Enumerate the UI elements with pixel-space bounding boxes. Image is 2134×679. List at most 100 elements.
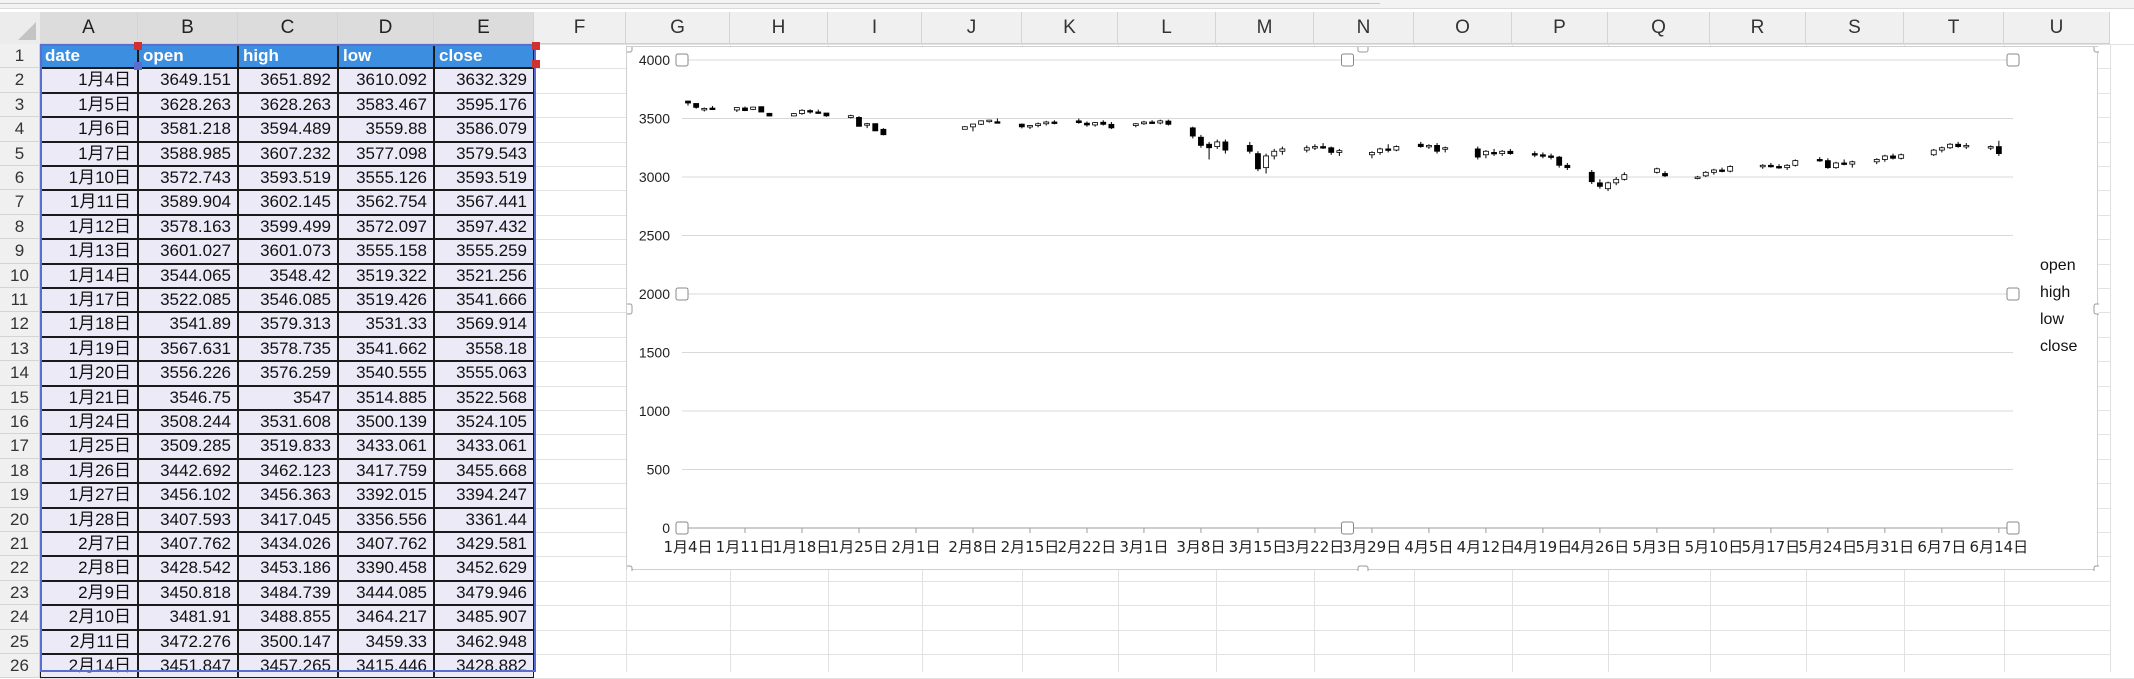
table-cell[interactable]: 3578.735 <box>238 336 338 362</box>
table-cell[interactable]: 3428.542 <box>138 556 238 581</box>
row-header-15[interactable]: 15 <box>0 385 40 410</box>
row-header-21[interactable]: 21 <box>0 532 40 557</box>
column-header-k[interactable]: K <box>1022 12 1118 44</box>
table-cell[interactable]: 3583.467 <box>338 92 434 118</box>
column-header-c[interactable]: C <box>238 12 338 44</box>
row-header-6[interactable]: 6 <box>0 166 40 191</box>
table-cell[interactable]: 3451.847 <box>138 654 238 679</box>
table-cell[interactable]: 2月11日 <box>40 629 138 654</box>
column-header-b[interactable]: B <box>138 12 238 44</box>
row-header-14[interactable]: 14 <box>0 361 40 386</box>
table-cell[interactable]: 3556.226 <box>138 361 238 386</box>
table-cell[interactable]: 3390.458 <box>338 556 434 581</box>
table-cell[interactable]: 1月11日 <box>40 190 138 215</box>
table-cell[interactable]: 3531.33 <box>338 312 434 337</box>
table-cell[interactable]: 1月13日 <box>40 239 138 264</box>
header-cell-open[interactable]: open <box>138 44 238 69</box>
column-header-g[interactable]: G <box>626 12 730 44</box>
table-cell[interactable]: 3407.762 <box>138 532 238 557</box>
table-cell[interactable]: 3579.543 <box>434 141 534 166</box>
table-cell[interactable]: 3356.556 <box>338 507 434 532</box>
table-cell[interactable]: 3459.33 <box>338 629 434 654</box>
row-header-18[interactable]: 18 <box>0 458 40 484</box>
table-cell[interactable]: 3462.123 <box>238 458 338 484</box>
table-cell[interactable]: 1月5日 <box>40 92 138 118</box>
table-cell[interactable]: 1月24日 <box>40 410 138 435</box>
table-cell[interactable]: 3429.581 <box>434 532 534 557</box>
table-cell[interactable]: 1月28日 <box>40 507 138 532</box>
table-cell[interactable]: 3485.907 <box>434 605 534 630</box>
column-header-q[interactable]: Q <box>1608 12 1710 44</box>
table-cell[interactable]: 3610.092 <box>338 68 434 93</box>
table-cell[interactable]: 3455.668 <box>434 458 534 484</box>
table-cell[interactable]: 3586.079 <box>434 117 534 142</box>
table-cell[interactable]: 3522.085 <box>138 288 238 313</box>
table-cell[interactable]: 3519.322 <box>338 263 434 288</box>
table-cell[interactable]: 3546.75 <box>138 385 238 410</box>
header-cell-date[interactable]: date <box>40 44 138 69</box>
candlestick-chart[interactable]: 4000 3500 3000 2500 2000 1500 1000 500 0 1月4日 1月11… <box>626 46 2099 571</box>
range-handle-top-right[interactable] <box>532 42 540 50</box>
table-cell[interactable]: 3434.026 <box>238 532 338 557</box>
table-cell[interactable]: 3450.818 <box>138 580 238 606</box>
table-cell[interactable]: 1月17日 <box>40 288 138 313</box>
table-cell[interactable]: 3361.44 <box>434 507 534 532</box>
table-cell[interactable]: 1月18日 <box>40 312 138 337</box>
table-cell[interactable]: 3595.176 <box>434 92 534 118</box>
column-header-o[interactable]: O <box>1414 12 1512 44</box>
row-header-22[interactable]: 22 <box>0 556 40 581</box>
table-cell[interactable]: 3519.426 <box>338 288 434 313</box>
column-header-n[interactable]: N <box>1314 12 1414 44</box>
table-cell[interactable]: 1月4日 <box>40 68 138 93</box>
table-cell[interactable]: 2月14日 <box>40 654 138 679</box>
row-header-5[interactable]: 5 <box>0 141 40 166</box>
table-cell[interactable]: 3484.739 <box>238 580 338 606</box>
table-cell[interactable]: 2月7日 <box>40 532 138 557</box>
table-cell[interactable]: 3546.085 <box>238 288 338 313</box>
table-cell[interactable]: 3555.259 <box>434 239 534 264</box>
table-cell[interactable]: 3415.446 <box>338 654 434 679</box>
table-cell[interactable]: 3428.882 <box>434 654 534 679</box>
column-header-e[interactable]: E <box>434 12 534 44</box>
row-header-26[interactable]: 26 <box>0 654 40 679</box>
table-cell[interactable]: 3481.91 <box>138 605 238 630</box>
table-cell[interactable]: 3540.555 <box>338 361 434 386</box>
table-cell[interactable]: 3488.855 <box>238 605 338 630</box>
table-cell[interactable]: 3452.629 <box>434 556 534 581</box>
table-cell[interactable]: 3558.18 <box>434 336 534 362</box>
row-header-17[interactable]: 17 <box>0 434 40 459</box>
table-cell[interactable]: 3628.263 <box>238 92 338 118</box>
table-cell[interactable]: 3456.363 <box>238 483 338 508</box>
header-cell-low[interactable]: low <box>338 44 434 69</box>
row-header-9[interactable]: 9 <box>0 239 40 264</box>
table-cell[interactable]: 3433.061 <box>338 434 434 459</box>
table-cell[interactable]: 3417.759 <box>338 458 434 484</box>
table-cell[interactable]: 1月12日 <box>40 214 138 240</box>
column-header-u[interactable]: U <box>2004 12 2110 44</box>
table-cell[interactable]: 1月6日 <box>40 117 138 142</box>
table-cell[interactable]: 3567.441 <box>434 190 534 215</box>
row-header-13[interactable]: 13 <box>0 336 40 362</box>
table-cell[interactable]: 3456.102 <box>138 483 238 508</box>
column-header-f[interactable]: F <box>534 12 626 44</box>
table-cell[interactable]: 3509.285 <box>138 434 238 459</box>
header-cell-high[interactable]: high <box>238 44 338 69</box>
table-cell[interactable]: 3602.145 <box>238 190 338 215</box>
row-header-20[interactable]: 20 <box>0 507 40 532</box>
table-cell[interactable]: 3628.263 <box>138 92 238 118</box>
table-cell[interactable]: 3651.892 <box>238 68 338 93</box>
table-cell[interactable]: 3433.061 <box>434 434 534 459</box>
column-header-m[interactable]: M <box>1216 12 1314 44</box>
table-cell[interactable]: 3594.489 <box>238 117 338 142</box>
column-header-j[interactable]: J <box>922 12 1022 44</box>
table-cell[interactable]: 3462.948 <box>434 629 534 654</box>
row-header-4[interactable]: 4 <box>0 117 40 142</box>
table-cell[interactable]: 3524.105 <box>434 410 534 435</box>
table-cell[interactable]: 3392.015 <box>338 483 434 508</box>
table-cell[interactable]: 3453.186 <box>238 556 338 581</box>
table-cell[interactable]: 3559.88 <box>338 117 434 142</box>
range-handle-top[interactable] <box>134 42 142 50</box>
table-cell[interactable]: 3479.946 <box>434 580 534 606</box>
table-cell[interactable]: 3555.126 <box>338 166 434 191</box>
select-all-corner[interactable] <box>0 12 41 45</box>
